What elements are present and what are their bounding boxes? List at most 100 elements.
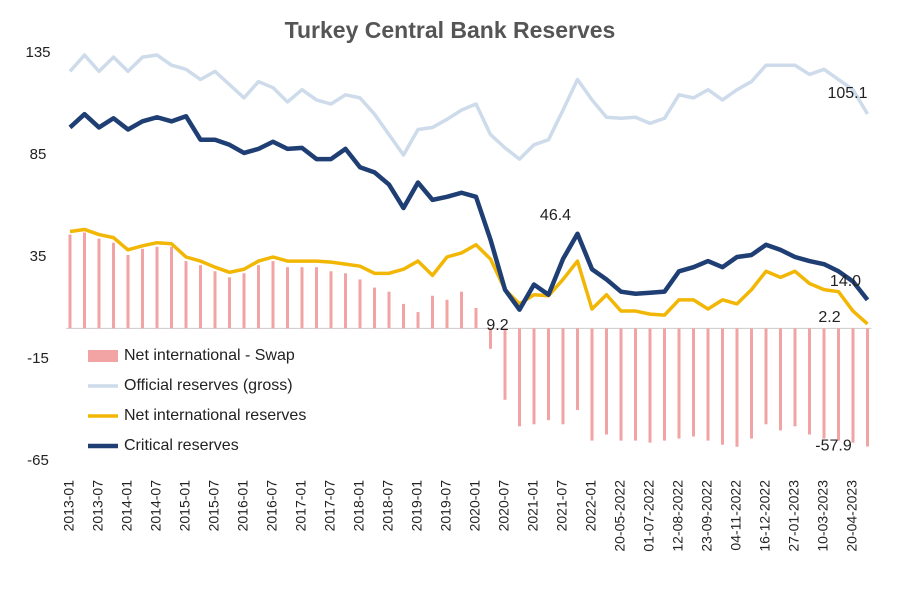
data-label: 2.2 xyxy=(818,309,840,326)
bar xyxy=(474,308,478,329)
x-tick-label: 23-09-2022 xyxy=(699,480,715,552)
x-tick-label: 2018-07 xyxy=(380,480,396,532)
bar xyxy=(851,328,855,443)
y-tick-label: -15 xyxy=(27,350,49,367)
x-tick-label: 10-03-2023 xyxy=(815,480,831,552)
bar xyxy=(648,328,652,443)
x-tick-label: 2019-07 xyxy=(438,480,454,532)
bar xyxy=(692,328,695,437)
x-tick-label: 20-04-2023 xyxy=(844,480,860,552)
x-tick-label: 2016-01 xyxy=(235,480,251,532)
bar xyxy=(793,328,797,427)
bar xyxy=(866,328,869,447)
bar xyxy=(590,328,594,441)
legend-label: Critical reserves xyxy=(124,437,239,454)
x-tick-label: 2020-01 xyxy=(467,480,483,532)
bar xyxy=(300,267,304,329)
bar xyxy=(329,271,333,329)
bar xyxy=(141,248,144,329)
data-label: -57.9 xyxy=(815,438,852,455)
bar xyxy=(271,261,275,329)
bar xyxy=(619,328,623,441)
bar xyxy=(489,328,492,349)
x-tick-label: 2019-01 xyxy=(409,480,425,532)
bar xyxy=(242,273,246,329)
x-tick-label: 2022-01 xyxy=(583,480,599,532)
x-tick-label: 27-01-2023 xyxy=(786,480,802,552)
data-label: 14.0 xyxy=(830,273,861,290)
legend-label: Official reserves (gross) xyxy=(124,377,293,394)
bar xyxy=(808,328,811,435)
x-tick-label: 16-12-2022 xyxy=(757,480,773,552)
bar xyxy=(721,328,724,445)
bar xyxy=(547,328,550,421)
x-tick-label: 2013-01 xyxy=(61,480,77,532)
line xyxy=(68,111,870,312)
x-tick-label: 01-07-2022 xyxy=(641,480,657,552)
bar xyxy=(402,303,405,329)
bar xyxy=(532,328,536,425)
x-tick-label: 2018-01 xyxy=(351,480,367,532)
bar xyxy=(199,265,202,329)
bar xyxy=(358,279,362,329)
bar xyxy=(735,328,739,447)
bar xyxy=(431,295,434,329)
legend-label: Net international - Swap xyxy=(124,347,295,364)
bar xyxy=(286,267,289,329)
y-tick-label: 135 xyxy=(25,44,50,61)
bar xyxy=(315,267,318,329)
bar xyxy=(112,242,115,329)
x-tick-label: 20-05-2022 xyxy=(612,480,628,552)
data-label: 105.1 xyxy=(827,85,867,102)
bar xyxy=(576,328,579,410)
bar xyxy=(605,328,608,435)
bar xyxy=(503,328,507,400)
x-tick-label: 04-11-2022 xyxy=(728,480,744,551)
bar xyxy=(387,291,391,329)
x-tick-label: 2015-01 xyxy=(177,480,193,532)
bar xyxy=(155,246,159,329)
bar xyxy=(228,277,231,329)
bar xyxy=(97,238,101,329)
x-tick-label: 2013-07 xyxy=(90,480,106,532)
bar xyxy=(822,328,826,439)
bar xyxy=(706,328,710,441)
bar xyxy=(561,328,565,425)
x-tick-label: 2021-01 xyxy=(525,480,541,532)
line xyxy=(69,227,869,326)
legend-swatch xyxy=(88,350,118,362)
bar xyxy=(634,328,637,441)
bar xyxy=(170,246,173,329)
x-tick-label: 2015-07 xyxy=(206,480,222,532)
bar xyxy=(257,265,260,329)
bar xyxy=(518,328,521,427)
bar xyxy=(416,312,420,329)
bar xyxy=(344,273,347,329)
line xyxy=(68,53,870,161)
x-tick-label: 12-08-2022 xyxy=(670,480,686,552)
bar xyxy=(83,232,86,329)
x-tick-label: 2014-01 xyxy=(119,480,135,532)
bar xyxy=(68,234,72,329)
bar xyxy=(750,328,753,439)
data-label: 46.4 xyxy=(540,207,571,224)
x-tick-label: 2021-07 xyxy=(554,480,570,532)
bar xyxy=(837,328,840,441)
x-tick-label: 2016-07 xyxy=(264,480,280,532)
y-tick-label: 85 xyxy=(30,146,47,163)
bar xyxy=(184,261,188,329)
bar xyxy=(373,287,376,329)
bar xyxy=(779,328,782,431)
bar xyxy=(460,291,463,329)
bar xyxy=(445,299,449,329)
chart-title: Turkey Central Bank Reserves xyxy=(285,17,616,43)
bar xyxy=(126,254,130,329)
data-label: 9.2 xyxy=(486,317,508,334)
legend-label: Net international reserves xyxy=(124,407,306,424)
y-tick-label: 35 xyxy=(30,248,47,265)
x-tick-label: 2017-01 xyxy=(293,480,309,532)
bar xyxy=(764,328,768,425)
bar xyxy=(213,271,217,329)
bar xyxy=(677,328,681,439)
